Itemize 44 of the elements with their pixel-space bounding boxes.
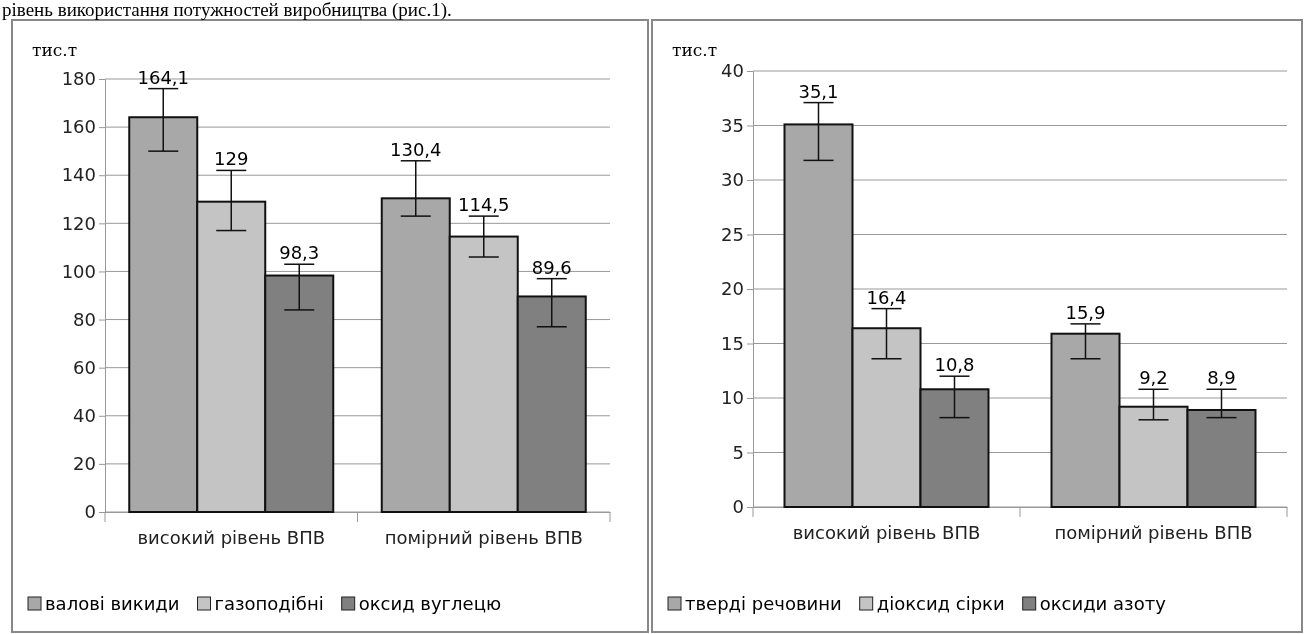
data-label: 35,1 [798,80,839,102]
y-tick-label: 180 [61,68,96,90]
data-label: 130,4 [389,138,442,160]
legend-label: оксид вуглецю [358,593,502,614]
data-label: 8,9 [1207,367,1236,389]
x-tick-label: високий рівень ВПВ [137,526,326,548]
legend-label: тверді речовини [685,593,842,614]
x-tick-label: помірний рівень ВПВ [384,526,583,548]
y-tick-label: 120 [61,212,96,234]
data-label: 89,6 [531,256,572,278]
data-label: 16,4 [866,286,907,308]
y-tick-label: 40 [73,405,96,427]
y-axis-title: тис.т [32,40,78,60]
data-label: 114,5 [457,194,510,216]
y-tick-label: 140 [61,164,96,186]
x-tick-label: високий рівень ВПВ [792,521,981,543]
y-tick-label: 10 [721,387,744,409]
data-label: 129 [214,148,249,170]
text: рівень використання потужностей виробництва (рис.1). [2,0,452,21]
y-tick-label: 15 [721,332,744,354]
y-tick-label: 30 [721,169,744,191]
data-label: 9,2 [1139,367,1168,389]
y-tick-label: 20 [73,453,96,475]
y-tick-label: 60 [73,356,96,378]
legend-label: газоподібні [214,593,324,614]
data-label: 15,9 [1065,301,1106,323]
y-tick-label: 160 [61,116,96,138]
y-tick-label: 5 [732,441,744,463]
y-tick-label: 0 [84,501,96,523]
y-tick-label: 20 [721,278,744,300]
data-label: 164,1 [137,66,190,88]
data-label: 10,8 [934,354,975,376]
legend-label: валові викиди [45,593,180,614]
y-axis-title: тис.т [672,40,718,60]
data-label: 98,3 [279,242,320,264]
y-tick-label: 40 [721,60,744,82]
legend-label: діоксид сірки [876,593,1005,614]
y-tick-label: 25 [721,223,744,245]
y-tick-label: 35 [721,114,744,136]
legend-label: оксиди азоту [1039,593,1167,614]
x-tick-label: помірний рівень ВПВ [1054,521,1253,543]
y-tick-label: 80 [73,308,96,330]
y-tick-label: 0 [732,496,744,518]
y-tick-label: 100 [61,260,96,282]
